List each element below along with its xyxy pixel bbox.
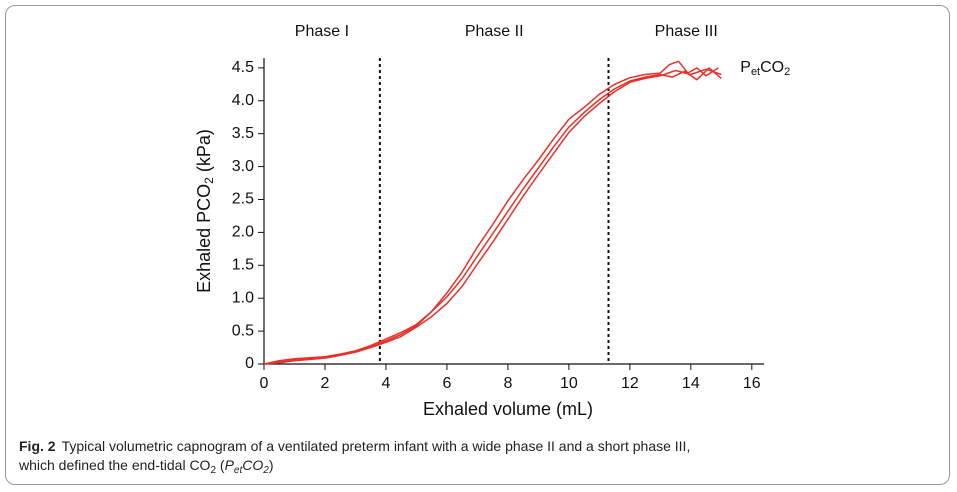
x-tick-label: 16 (743, 375, 761, 392)
y-tick-label: 0.5 (232, 322, 254, 339)
x-tick-label: 2 (321, 375, 330, 392)
x-tick-label: 10 (560, 375, 578, 392)
y-tick-label: 3.5 (232, 125, 254, 142)
capnogram-line (263, 68, 722, 365)
y-tick-label: 2.0 (232, 224, 254, 241)
y-axis-label-part: (kPa) (194, 129, 214, 177)
phase-label: Phase III (655, 23, 718, 40)
caption-text: 2 (210, 465, 217, 476)
x-tick-label: 14 (682, 375, 700, 392)
x-tick-label: 4 (381, 375, 390, 392)
x-tick-label: 0 (260, 375, 269, 392)
x-tick-label: 6 (442, 375, 451, 392)
annotation: PetCO2 (740, 59, 790, 78)
x-tick-label: 12 (621, 375, 639, 392)
y-axis-label: Exhaled PCO2 (kPa) (194, 129, 216, 293)
y-tick-label: 0 (245, 355, 254, 372)
phase-label: Phase I (295, 23, 349, 40)
caption-text: 2 (263, 465, 269, 476)
annotation-part: P (740, 59, 751, 76)
phase-label: Phase II (465, 23, 524, 40)
caption: Fig. 2 Typical volumetric capnogram of a … (19, 437, 949, 480)
caption-line: which defined the end-tidal CO2 (PetCO2) (19, 456, 949, 480)
caption-text: Fig. 2 (19, 438, 56, 454)
caption-text: Typical volumetric capnogram of a ventil… (61, 438, 691, 454)
x-tick-label: 8 (503, 375, 512, 392)
y-axis-label-part: 2 (202, 177, 216, 184)
caption-text: ( (216, 457, 225, 473)
y-axis-label-part: Exhaled PCO (194, 184, 214, 293)
caption-text: which defined the end-tidal CO (19, 457, 211, 473)
chart: Exhaled PCO2 (kPa) Exhaled volume (mL) 0… (194, 23, 791, 419)
figure-frame (5, 5, 950, 485)
y-tick-label: 1.0 (232, 289, 254, 306)
y-tick-label: 3.0 (232, 158, 254, 175)
annotation-part: et (751, 66, 760, 78)
caption-line: Fig. 2 Typical volumetric capnogram of a … (19, 437, 949, 456)
capnogram-line (263, 60, 719, 365)
caption-text: et (233, 465, 243, 476)
y-tick-label: 2.5 (232, 191, 254, 208)
x-axis-label: Exhaled volume (mL) (423, 399, 593, 419)
y-tick-label: 1.5 (232, 257, 254, 274)
caption-text: P (224, 457, 234, 473)
capnogram-line (263, 67, 722, 365)
y-tick-label: 4.5 (232, 59, 254, 76)
annotation-part: CO (760, 59, 784, 76)
annotation-part: 2 (784, 66, 790, 78)
caption-text: ) (268, 457, 274, 473)
caption-text: CO (242, 457, 264, 473)
y-tick-label: 4.0 (232, 92, 254, 109)
